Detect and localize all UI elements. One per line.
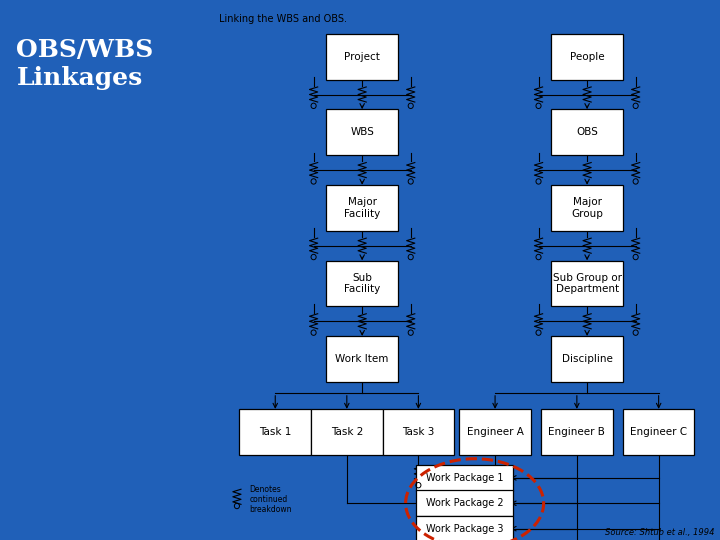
Text: Task 1: Task 1 [259,427,292,437]
FancyBboxPatch shape [326,261,398,306]
Text: Work Package 2: Work Package 2 [426,498,503,508]
Text: Major
Group: Major Group [571,197,603,219]
Text: Sub Group or
Department: Sub Group or Department [552,273,621,294]
Text: Sub
Facility: Sub Facility [344,273,380,294]
Text: Task 2: Task 2 [330,427,363,437]
Text: Work Item: Work Item [336,354,389,364]
FancyBboxPatch shape [552,185,623,231]
FancyBboxPatch shape [311,409,382,455]
Text: Major
Facility: Major Facility [344,197,380,219]
Text: Source: Shtub et al., 1994: Source: Shtub et al., 1994 [606,528,715,537]
FancyBboxPatch shape [240,409,311,455]
Text: WBS: WBS [350,127,374,137]
Text: Engineer C: Engineer C [630,427,687,437]
Text: Project: Project [344,52,380,62]
Text: Work Package 3: Work Package 3 [426,524,503,534]
Text: Linking the WBS and OBS.: Linking the WBS and OBS. [219,14,347,24]
FancyBboxPatch shape [416,490,513,516]
FancyBboxPatch shape [552,33,623,79]
Text: Discipline: Discipline [562,354,613,364]
FancyBboxPatch shape [552,336,623,382]
Text: OBS/WBS
Linkages: OBS/WBS Linkages [17,38,153,90]
FancyBboxPatch shape [459,409,531,455]
FancyBboxPatch shape [416,465,513,491]
Text: People: People [570,52,604,62]
FancyBboxPatch shape [326,33,398,79]
FancyBboxPatch shape [552,261,623,306]
FancyBboxPatch shape [326,109,398,156]
Text: Engineer A: Engineer A [467,427,523,437]
Text: Engineer B: Engineer B [549,427,606,437]
FancyBboxPatch shape [552,109,623,156]
FancyBboxPatch shape [623,409,695,455]
Text: OBS: OBS [576,127,598,137]
FancyBboxPatch shape [382,409,454,455]
Text: Task 3: Task 3 [402,427,435,437]
FancyBboxPatch shape [326,185,398,231]
Text: Work Package 1: Work Package 1 [426,473,503,483]
FancyBboxPatch shape [541,409,613,455]
FancyBboxPatch shape [416,516,513,540]
FancyBboxPatch shape [326,336,398,382]
Text: Denotes
continued
breakdown: Denotes continued breakdown [250,484,292,515]
